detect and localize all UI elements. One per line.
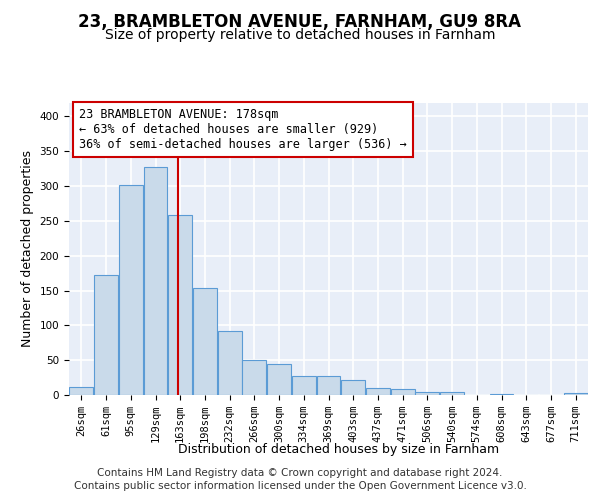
Bar <box>94 274 118 395</box>
Bar <box>292 376 316 395</box>
Bar <box>563 393 587 395</box>
Bar <box>70 386 94 395</box>
Bar <box>341 380 365 395</box>
Text: 23, BRAMBLETON AVENUE, FARNHAM, GU9 8RA: 23, BRAMBLETON AVENUE, FARNHAM, GU9 8RA <box>79 12 521 30</box>
Bar <box>143 168 167 395</box>
Bar <box>267 364 291 395</box>
Bar <box>317 376 340 395</box>
Bar <box>490 394 514 395</box>
Bar <box>366 388 390 395</box>
Y-axis label: Number of detached properties: Number of detached properties <box>21 150 34 348</box>
Text: Contains HM Land Registry data © Crown copyright and database right 2024.: Contains HM Land Registry data © Crown c… <box>97 468 503 477</box>
Text: 23 BRAMBLETON AVENUE: 178sqm
← 63% of detached houses are smaller (929)
36% of s: 23 BRAMBLETON AVENUE: 178sqm ← 63% of de… <box>79 108 407 152</box>
Bar <box>415 392 439 395</box>
Bar <box>218 331 242 395</box>
Text: Contains public sector information licensed under the Open Government Licence v3: Contains public sector information licen… <box>74 481 526 491</box>
Text: Distribution of detached houses by size in Farnham: Distribution of detached houses by size … <box>178 442 500 456</box>
Bar <box>119 186 143 395</box>
Bar <box>391 388 415 395</box>
Bar <box>242 360 266 395</box>
Text: Size of property relative to detached houses in Farnham: Size of property relative to detached ho… <box>105 28 495 42</box>
Bar <box>440 392 464 395</box>
Bar <box>193 288 217 395</box>
Bar <box>168 216 192 395</box>
